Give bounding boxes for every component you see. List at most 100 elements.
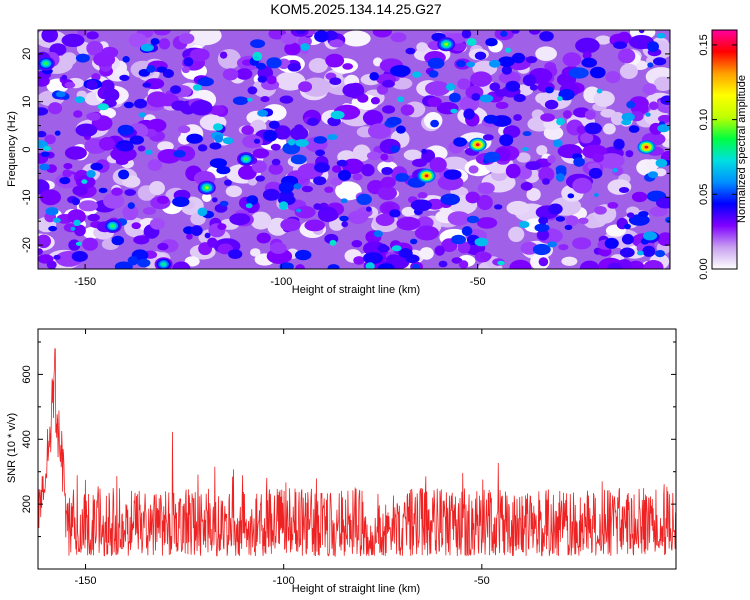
heatmap-cell — [603, 123, 616, 135]
heatmap-cell — [38, 234, 51, 249]
heatmap-cell — [456, 60, 466, 68]
heatmap-cell — [391, 245, 402, 252]
heatmap-cell — [466, 38, 477, 46]
heatmap-cell — [584, 122, 602, 135]
heatmap-cell — [56, 91, 66, 98]
heatmap-cell — [86, 112, 101, 121]
heatmap-cell — [177, 125, 191, 134]
heatmap-cell — [513, 114, 522, 121]
heatmap-xtick-label: -150 — [74, 276, 96, 288]
heatmap-cell — [324, 186, 334, 193]
heatmap-cell — [396, 96, 405, 103]
heatmap-cell — [538, 216, 549, 225]
heatmap-cell — [494, 204, 503, 210]
heatmap-cell — [377, 186, 397, 201]
heatmap-cell — [562, 52, 582, 67]
heatmap-cell — [44, 134, 56, 145]
heatmap-cell — [253, 138, 261, 144]
colorbar-tick-label: 0.05 — [698, 184, 710, 205]
heatmap-cell — [313, 136, 327, 144]
heatmap-cell — [275, 71, 306, 91]
heatmap-cell — [178, 33, 195, 44]
heatmap-cell — [341, 30, 371, 47]
heatmap-cell — [332, 165, 342, 173]
heatmap-cell — [127, 256, 139, 266]
heatmap-cell — [38, 248, 43, 255]
heatmap-cell — [547, 241, 557, 248]
heatmap-cell — [219, 200, 229, 207]
heatmap-cell — [103, 193, 125, 209]
heatmap-cell — [380, 153, 389, 161]
heatmap-cell — [145, 149, 153, 155]
heatmap-cell — [257, 109, 268, 117]
colorbar-tick-label: 0.10 — [698, 109, 710, 130]
heatmap-cell — [339, 215, 349, 222]
heatmap-cell — [427, 57, 445, 69]
heatmap-cell — [471, 93, 481, 101]
heatmap-cell — [558, 89, 575, 101]
heatmap-cell — [73, 219, 81, 226]
heatmap-cell — [511, 30, 520, 34]
heatmap-cell — [477, 194, 493, 211]
heatmap-cell — [366, 206, 372, 212]
heatmap-cell — [352, 144, 371, 162]
heatmap-cell — [617, 48, 636, 64]
heatmap-cell — [373, 230, 383, 238]
heatmap-cell — [520, 181, 533, 191]
heatmap-cell — [295, 249, 312, 261]
heatmap-cell — [536, 229, 550, 241]
heatmap-cell — [197, 144, 208, 152]
heatmap-cell — [242, 134, 264, 149]
heatmap-cell — [628, 214, 650, 226]
snr-frame — [37, 328, 677, 570]
heatmap-cell — [123, 101, 134, 109]
heatmap-cell — [370, 97, 380, 105]
heatmap-cell — [86, 40, 104, 56]
heatmap-cell — [498, 56, 515, 67]
heatmap-cell — [463, 108, 475, 120]
heatmap-cell — [656, 197, 670, 209]
heatmap-cell — [97, 103, 109, 111]
heatmap-cell — [628, 125, 640, 133]
heatmap-cell — [284, 42, 301, 56]
heatmap-cell — [396, 125, 406, 134]
heatmap-cell — [657, 124, 670, 133]
heatmap-hotspot — [205, 186, 209, 190]
heatmap-cell — [649, 206, 668, 217]
chart-title: KOM5.2025.134.14.25.G27 — [270, 1, 441, 17]
heatmap-cell — [278, 181, 294, 194]
heatmap-cell — [186, 233, 193, 240]
heatmap-cell — [327, 134, 338, 140]
heatmap-cell — [282, 142, 301, 155]
heatmap-cell — [314, 30, 329, 43]
heatmap-cell — [87, 213, 100, 222]
heatmap-cell — [38, 130, 47, 138]
heatmap-cell — [638, 30, 645, 34]
heatmap-cell — [288, 138, 296, 146]
heatmap-cell — [522, 74, 537, 87]
heatmap-cell — [149, 181, 165, 196]
heatmap-cell — [274, 125, 291, 140]
heatmap-cell — [279, 201, 289, 211]
heatmap-cell — [479, 94, 494, 103]
heatmap-cell — [457, 78, 471, 90]
heatmap-cell — [217, 49, 241, 69]
heatmap-cell — [111, 187, 123, 196]
heatmap-cell — [98, 187, 108, 194]
heatmap-cell — [134, 98, 147, 109]
heatmap-cell — [122, 56, 130, 63]
heatmap-cell — [172, 261, 191, 269]
heatmap-cell — [156, 195, 169, 205]
heatmap-cell — [207, 237, 218, 248]
heatmap-cell — [365, 262, 375, 269]
heatmap-cell — [653, 76, 670, 91]
heatmap-cell — [447, 211, 470, 226]
heatmap-cell — [451, 257, 463, 264]
heatmap-ylabel: Frequency (Hz) — [6, 111, 18, 187]
heatmap-cell — [534, 223, 550, 232]
heatmap-cell — [610, 112, 625, 126]
heatmap-cell — [657, 232, 670, 246]
heatmap-cell — [412, 71, 422, 78]
heatmap-cell — [245, 203, 253, 209]
heatmap-cell — [543, 126, 564, 140]
